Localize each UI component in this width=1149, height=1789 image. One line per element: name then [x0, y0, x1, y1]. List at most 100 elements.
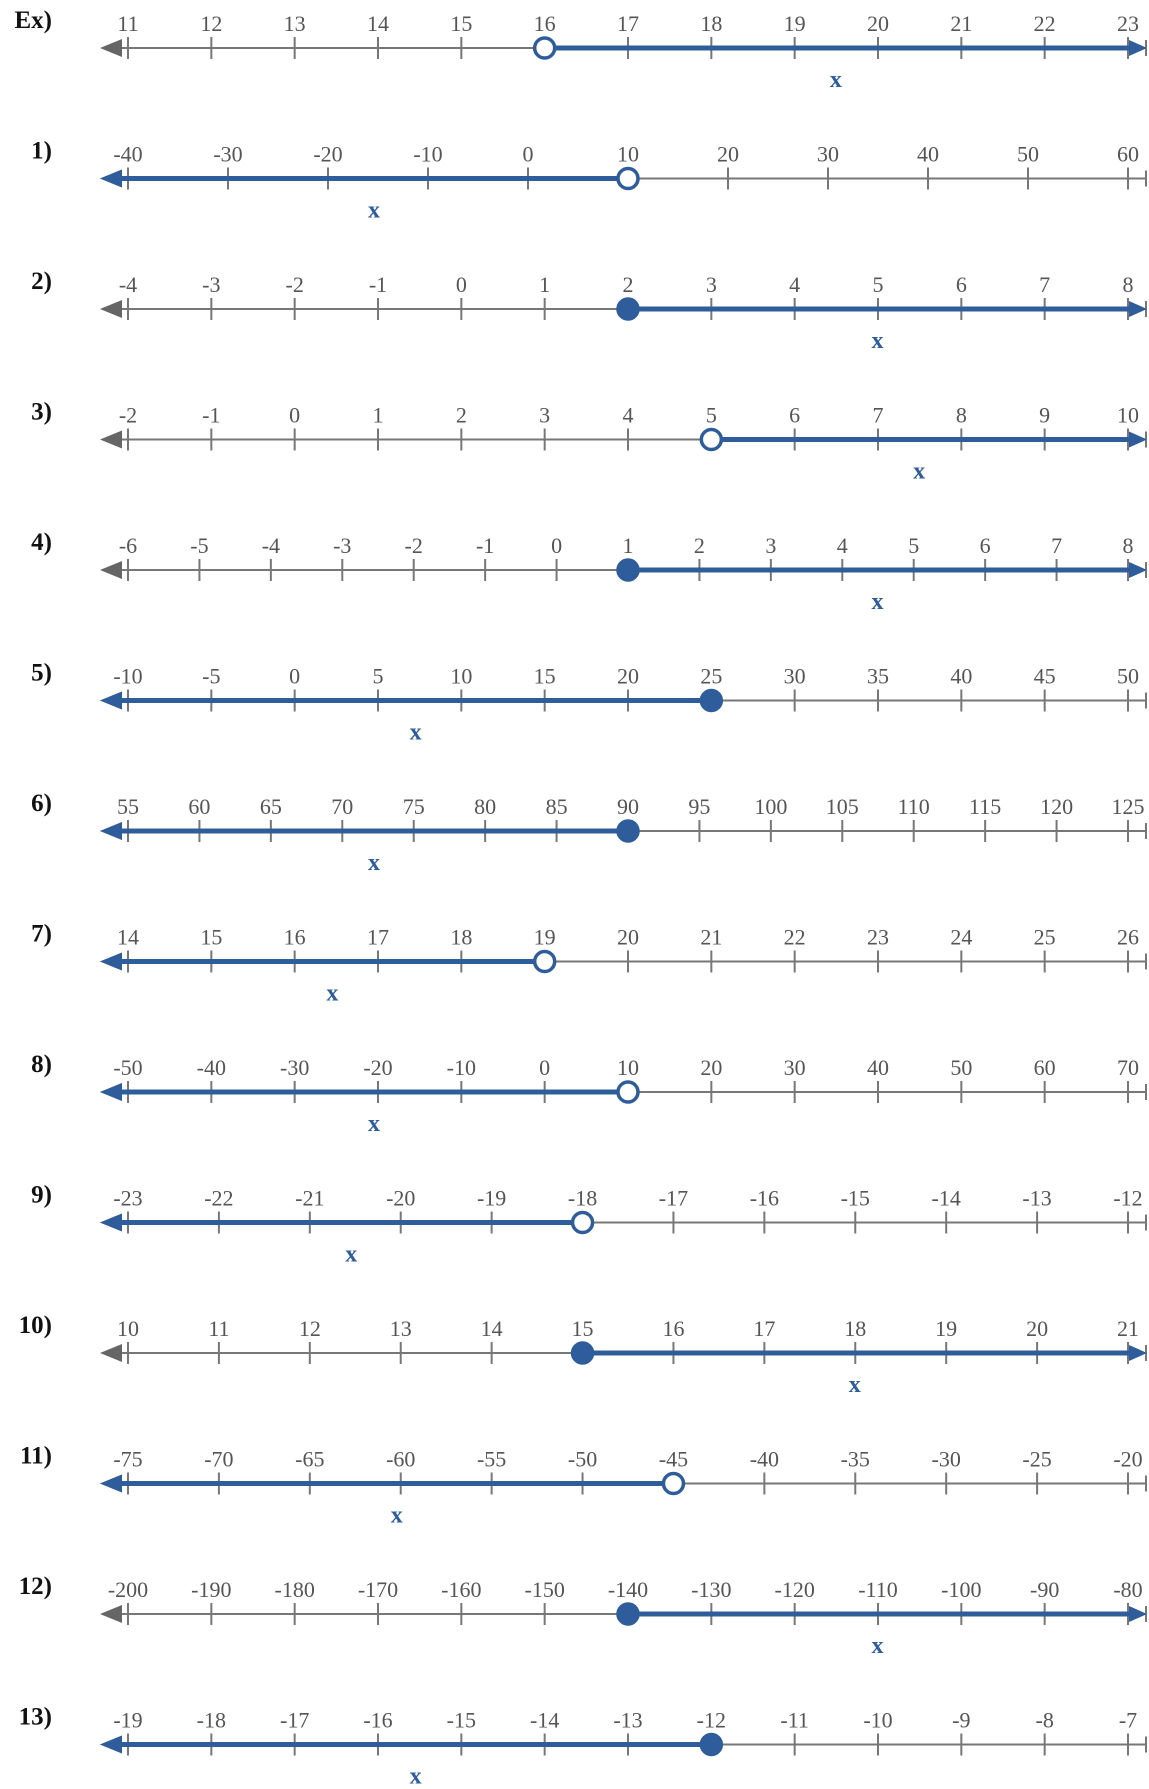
tick-label: -70	[204, 1447, 233, 1472]
tick-label: -75	[113, 1447, 142, 1472]
tick-label: -16	[750, 1186, 779, 1211]
tick-label: -17	[659, 1186, 688, 1211]
right-arrow-icon	[1129, 431, 1147, 448]
tick-label: 10	[450, 664, 472, 689]
tick-label: 18	[450, 925, 472, 950]
tick-label: -90	[1030, 1577, 1059, 1602]
variable-label: x	[368, 198, 380, 224]
tick-label: 17	[367, 925, 389, 950]
tick-label: 25	[700, 664, 722, 689]
tick-label: 7	[1039, 272, 1050, 297]
right-arrow-icon	[1129, 1606, 1147, 1622]
tick-label: 8	[956, 403, 967, 428]
tick-label: 0	[551, 533, 562, 558]
tick-label: 23	[867, 925, 889, 950]
tick-label: 20	[700, 1055, 722, 1080]
tick-label: 60	[1034, 1055, 1056, 1080]
number-line-problem: 13) -19 -18 -17 -16 -15 -14 -13 -12 -11 -10 -9 -8 -7 x	[19, 1704, 1147, 1789]
tick-label: 70	[331, 794, 353, 819]
tick-label: 5	[373, 664, 384, 689]
tick-label: 15	[572, 1316, 594, 1341]
tick-label: 20	[617, 925, 639, 950]
tick-label: -100	[941, 1577, 981, 1602]
tick-label: -15	[447, 1708, 476, 1733]
tick-label: -140	[608, 1577, 648, 1602]
left-arrow-icon	[100, 691, 122, 710]
tick-label: -5	[190, 533, 208, 558]
tick-label: -170	[358, 1577, 398, 1602]
tick-label: -19	[113, 1708, 142, 1733]
tick-label: -1	[476, 533, 494, 558]
variable-label: x	[326, 981, 338, 1007]
closed-endpoint	[616, 819, 640, 843]
tick-label: 0	[289, 664, 300, 689]
tick-label: -40	[750, 1447, 779, 1472]
tick-label: 7	[1051, 533, 1062, 558]
tick-label: -7	[1119, 1708, 1137, 1733]
right-arrow-icon	[1129, 301, 1147, 317]
closed-endpoint	[616, 558, 640, 582]
left-arrow-icon	[100, 169, 122, 188]
problem-number: 6)	[31, 790, 52, 817]
tick-label: 15	[534, 664, 556, 689]
variable-label: x	[872, 589, 884, 615]
tick-label: 55	[117, 794, 139, 819]
number-line-problem: 5) -10 -5 0 5 10 15 20 25 30 35 40 45 50 x	[31, 660, 1147, 746]
variable-label: x	[410, 1764, 422, 1789]
problem-number: 9)	[31, 1182, 52, 1209]
tick-label: -11	[780, 1708, 809, 1733]
tick-label: -130	[691, 1577, 731, 1602]
problem-number: 4)	[31, 529, 52, 556]
variable-label: x	[913, 459, 925, 485]
tick-label: 4	[837, 533, 848, 558]
tick-label: -10	[863, 1708, 892, 1733]
tick-label: -25	[1022, 1447, 1051, 1472]
tick-label: -16	[363, 1708, 392, 1733]
tick-label: 14	[367, 11, 389, 36]
tick-label: -20	[386, 1186, 415, 1211]
variable-label: x	[345, 1242, 357, 1268]
number-line-problem: 4) -6 -5 -4 -3 -2 -1 0 1 2 3 4 5 6 7 8 x	[31, 529, 1147, 615]
variable-label: x	[872, 1633, 884, 1659]
tick-label: 10	[117, 1316, 139, 1341]
number-line-problem: 10) 10 11 12 13 14 15 16 17 18 19 20 21 x	[19, 1312, 1147, 1398]
number-line-problem: 3) -2 -1 0 1 2 3 4 5 6 7 8 9 10 x	[31, 399, 1147, 485]
tick-label: -160	[441, 1577, 481, 1602]
tick-label: -13	[613, 1708, 642, 1733]
tick-label: -80	[1113, 1577, 1142, 1602]
tick-label: 40	[917, 142, 939, 167]
tick-label: -1	[202, 403, 220, 428]
open-endpoint	[661, 1471, 686, 1496]
tick-label: -10	[113, 664, 142, 689]
tick-label: -3	[333, 533, 351, 558]
tick-label: -20	[313, 142, 342, 167]
tick-label: -55	[477, 1447, 506, 1472]
tick-label: 21	[1117, 1316, 1139, 1341]
tick-label: 12	[200, 11, 222, 36]
tick-label: 20	[1026, 1316, 1048, 1341]
tick-label: -20	[363, 1055, 392, 1080]
problem-number: 5)	[31, 660, 52, 687]
tick-label: 95	[688, 794, 710, 819]
tick-label: 6	[789, 403, 800, 428]
tick-label: 40	[950, 664, 972, 689]
tick-label: 13	[284, 11, 306, 36]
left-arrow-icon	[100, 1213, 122, 1232]
tick-label: 20	[867, 11, 889, 36]
closed-endpoint	[616, 1602, 640, 1626]
open-endpoint	[616, 1080, 640, 1104]
tick-label: -30	[213, 142, 242, 167]
tick-label: -2	[286, 272, 304, 297]
problem-number: 8)	[31, 1051, 52, 1078]
tick-label: 6	[956, 272, 967, 297]
tick-label: 30	[817, 142, 839, 167]
tick-label: -10	[447, 1055, 476, 1080]
tick-label: -21	[295, 1186, 324, 1211]
tick-label: 20	[717, 142, 739, 167]
tick-label: 9	[1039, 403, 1050, 428]
tick-label: 26	[1117, 925, 1139, 950]
tick-label: 90	[617, 794, 639, 819]
tick-label: 7	[873, 403, 884, 428]
tick-label: -4	[262, 533, 280, 558]
tick-label: 0	[539, 1055, 550, 1080]
